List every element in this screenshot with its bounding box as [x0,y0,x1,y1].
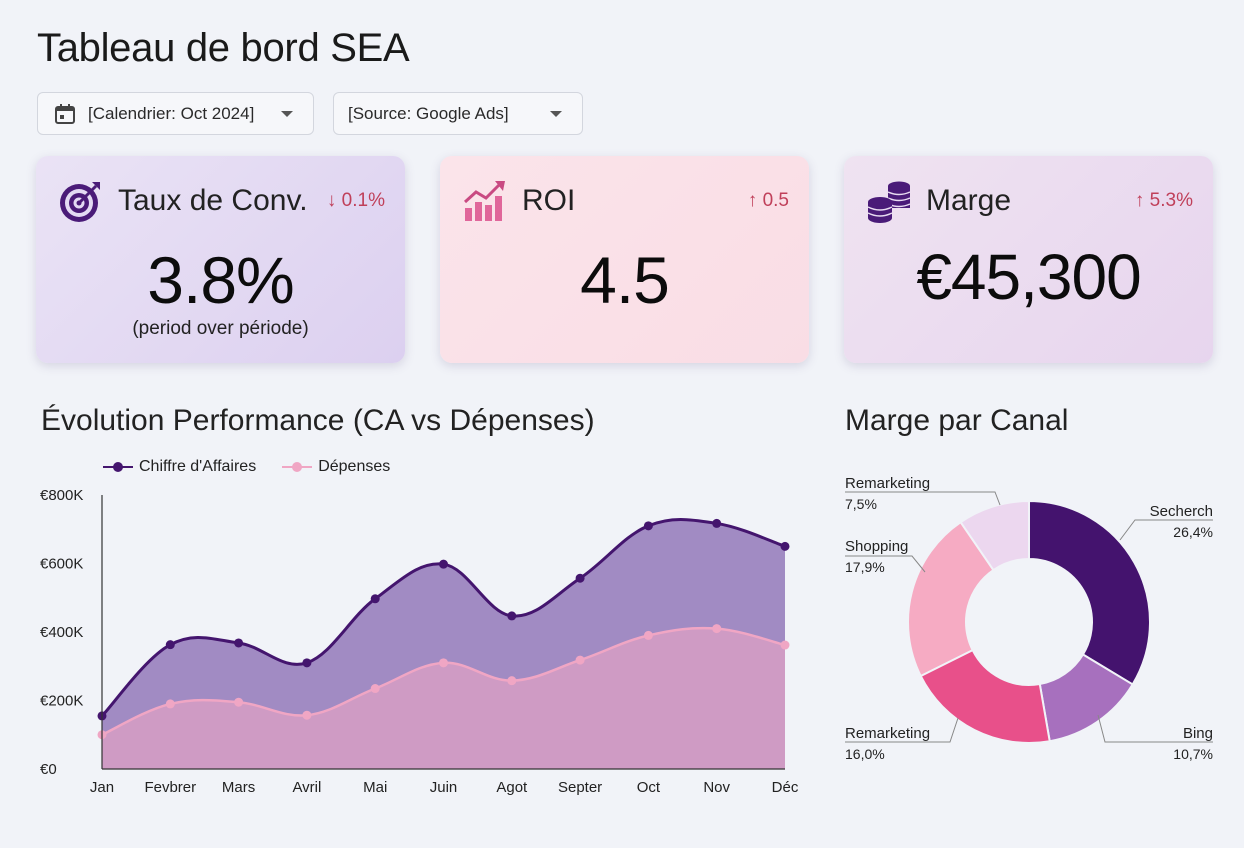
donut-label-value-2: 16,0% [845,746,885,762]
donut-label-name-4: Remarketing [845,475,930,492]
chevron-down-icon [281,110,293,117]
x-tick-label-8: Oct [637,779,661,796]
x-tick-label-7: Septer [558,779,602,796]
area-fill-depenses [102,628,785,769]
kpi-roi-title: ROI [522,184,576,217]
donut-slice-0 [1028,499,1151,686]
x-tick-label-0: Jan [90,779,114,796]
kpi-marge-value: €45,300 [916,241,1141,313]
calendar-icon [55,103,75,124]
data-point-depenses-2 [234,697,244,707]
data-point-ca-2 [234,638,244,648]
data-point-depenses-10 [780,640,790,650]
legend-label-ca: Chiffre d'Affaires [139,458,257,475]
date-filter-label: [Calendrier: Oct 2024] [88,103,255,123]
line-chart: €0 €200K €400K €600K €800K Jan Fevbrer Mars Avri… [40,487,799,796]
data-point-depenses-6 [507,676,517,686]
donut-label-value-0: 26,4% [1173,524,1213,540]
data-point-depenses-8 [643,630,653,640]
y-tick-label-0: €0 [40,761,57,778]
source-filter-dropdown[interactable]: [Source: Google Ads] [333,92,583,135]
x-tick-label-5: Juin [430,779,458,796]
donut-label-name-0: Secherch [1150,503,1213,520]
x-tick-label-9: Nov [703,779,730,796]
source-filter-label: [Source: Google Ads] [348,103,509,123]
x-tick-label-2: Mars [222,779,255,796]
data-point-ca-10 [780,541,790,551]
donut-label-value-4: 7,5% [845,496,877,512]
kpi-conv-title: Taux de Conv. [118,184,308,217]
x-tick-label-6: Agot [496,779,528,796]
x-tick-label-3: Avril [292,779,321,796]
page-title: Tableau de bord SEA [37,26,410,70]
date-filter-dropdown[interactable]: [Calendrier: Oct 2024] [37,92,314,135]
data-point-ca-9 [712,518,722,528]
data-point-depenses-3 [302,710,312,720]
kpi-conv-value: 3.8% [147,243,294,317]
y-tick-label-4: €800K [40,487,83,504]
x-tick-label-10: Déc [772,779,799,796]
legend-item-ca: Chiffre d'Affaires [103,458,256,476]
legend-swatch-ca [103,462,133,472]
line-chart-legend: Chiffre d'Affaires Dépenses [103,458,390,476]
donut-slice-3 [907,520,995,678]
donut-label-name-1: Bing [1183,725,1213,742]
x-tick-label-4: Mai [363,779,387,796]
growth-chart-icon [463,181,505,221]
donut-leader-line-1 [1097,714,1213,743]
kpi-card-roi: ROI ↑ 0.5 4.5 [440,156,809,363]
data-point-ca-7 [575,573,585,583]
kpi-card-marge: Marge ↑ 5.3% €45,300 [844,156,1213,363]
donut-label-name-2: Remarketing [845,725,930,742]
data-point-ca-6 [507,611,517,621]
donut-chart-title: Marge par Canal [845,404,1069,437]
kpi-conv-subtitle: (period over période) [132,318,309,339]
y-tick-label-3: €600K [40,556,83,573]
data-point-depenses-4 [370,684,380,694]
donut-label-name-3: Shopping [845,538,908,555]
data-point-ca-4 [370,594,380,604]
donut-leader-line-0 [1119,519,1213,541]
data-point-ca-8 [643,521,653,531]
legend-label-depenses: Dépenses [318,458,391,475]
data-point-ca-3 [302,658,312,668]
y-tick-label-2: €400K [40,624,83,641]
kpi-roi-value: 4.5 [580,243,670,317]
data-point-depenses-1 [165,699,175,709]
donut-leader-line-4 [845,491,1001,506]
line-chart-title: Évolution Performance (CA vs Dépenses) [41,404,595,437]
donut-leader-line-2 [845,717,959,743]
data-point-depenses-9 [712,624,722,634]
y-tick-label-1: €200K [40,693,83,710]
legend-swatch-depenses [282,462,313,472]
donut-label-value-1: 10,7% [1173,746,1213,762]
coins-icon [867,181,911,223]
kpi-conv-delta: ↓ 0.1% [326,190,385,211]
kpi-marge-title: Marge [926,184,1012,217]
chevron-down-icon [550,110,562,117]
kpi-marge-delta: ↑ 5.3% [1134,190,1193,211]
donut-chart: Secherch 26,4% Bing 10,7% Remarketing 16,0% Sh… [845,475,1213,762]
x-tick-label-1: Fevbrer [144,779,196,796]
legend-item-depenses: Dépenses [282,458,390,476]
kpi-roi-delta: ↑ 0.5 [747,190,789,211]
data-point-depenses-5 [439,658,448,668]
target-icon [60,182,100,222]
donut-leader-line-3 [845,555,926,573]
donut-label-value-3: 17,9% [845,559,885,575]
data-point-depenses-7 [575,655,585,665]
data-point-ca-5 [439,559,448,569]
kpi-card-conversion: Taux de Conv. ↓ 0.1% 3.8% (period over p… [36,156,405,363]
data-point-ca-1 [165,640,175,650]
donut-slice-4 [959,499,1030,572]
